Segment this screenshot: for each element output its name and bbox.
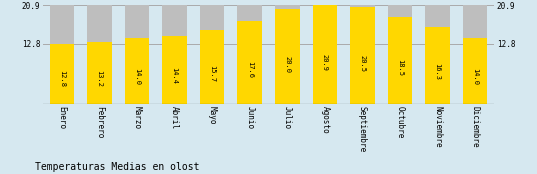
Text: 16.3: 16.3	[434, 63, 441, 80]
Text: 14.0: 14.0	[134, 68, 140, 85]
Text: Temperaturas Medias en olost: Temperaturas Medias en olost	[35, 162, 199, 172]
Bar	[200, 5, 224, 104]
Text: 18.5: 18.5	[397, 59, 403, 76]
Bar	[313, 5, 337, 104]
Text: 20.9: 20.9	[322, 54, 328, 71]
Bar	[237, 5, 262, 104]
Text: 17.6: 17.6	[246, 61, 253, 78]
Text: 15.7: 15.7	[209, 65, 215, 82]
Bar	[125, 38, 149, 104]
Text: 14.0: 14.0	[472, 68, 478, 85]
Bar	[49, 5, 74, 104]
Bar	[237, 21, 262, 104]
Bar	[425, 5, 450, 104]
Bar	[87, 42, 112, 104]
Bar	[162, 5, 187, 104]
Bar	[463, 5, 488, 104]
Text: 20.0: 20.0	[284, 56, 291, 73]
Text: 20.5: 20.5	[359, 55, 366, 72]
Bar	[49, 44, 74, 104]
Bar	[388, 5, 412, 104]
Bar	[162, 36, 187, 104]
Bar	[463, 38, 488, 104]
Bar	[87, 5, 112, 104]
Bar	[350, 5, 375, 104]
Bar	[275, 10, 300, 104]
Text: 14.4: 14.4	[171, 67, 178, 84]
Bar	[313, 5, 337, 104]
Bar	[350, 7, 375, 104]
Bar	[425, 27, 450, 104]
Bar	[200, 30, 224, 104]
Text: 13.2: 13.2	[96, 70, 103, 87]
Text: 12.8: 12.8	[59, 70, 65, 87]
Bar	[275, 5, 300, 104]
Bar	[125, 5, 149, 104]
Bar	[388, 17, 412, 104]
